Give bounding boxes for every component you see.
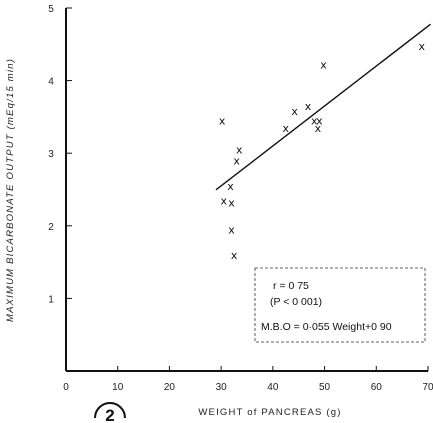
figure-number-badge: 2 <box>94 402 126 423</box>
data-point: x <box>315 122 322 135</box>
data-point: x <box>283 122 290 135</box>
data-point: x <box>220 194 227 207</box>
y-tick-label: 3 <box>48 149 54 160</box>
p-value: (P < 0 001) <box>270 296 322 308</box>
y-axis-title: MAXIMUM BICARBONATE OUTPUT (mEq/15 min) <box>5 58 16 322</box>
y-ticks: 1 2 3 4 5 <box>48 4 72 305</box>
data-point: x <box>233 154 240 167</box>
data-point: x <box>227 180 234 193</box>
y-tick-label: 1 <box>48 294 54 305</box>
figure-number-circle-arc <box>94 402 126 419</box>
data-point: x <box>236 144 243 157</box>
figure-number: 2 <box>105 406 114 423</box>
y-tick-label: 5 <box>48 4 54 15</box>
x-tick-label: 60 <box>371 382 383 393</box>
y-tick-label: 4 <box>48 77 54 88</box>
y-axis: 1 2 3 4 5 <box>48 4 72 371</box>
data-point: x <box>320 59 327 72</box>
x-tick-label: 70 <box>422 382 433 393</box>
x-ticks: 0 10 20 30 40 50 60 70 <box>63 366 433 393</box>
y-tick-label: 2 <box>48 222 54 233</box>
regression-line <box>215 23 432 191</box>
x-tick-label: 0 <box>63 382 69 393</box>
x-tick-label: 40 <box>267 382 279 393</box>
data-point: x <box>231 249 238 262</box>
data-point: x <box>419 40 426 53</box>
data-point: x <box>305 100 312 113</box>
x-axis-title: WEIGHT of PANCREAS (g) <box>198 407 341 418</box>
stats-box-border <box>254 267 426 343</box>
data-point: x <box>228 197 235 210</box>
data-point: x <box>228 223 235 236</box>
correlation-r: r = 0 75 <box>273 280 309 292</box>
x-tick-label: 10 <box>112 382 124 393</box>
regression-equation: M.B.O = 0·055 Weight+0 90 <box>261 321 392 333</box>
x-tick-label: 30 <box>216 382 228 393</box>
stats-box: r = 0 75 (P < 0 001) M.B.O = 0·055 Weigh… <box>254 267 426 343</box>
data-point: x <box>311 115 318 128</box>
x-tick-label: 50 <box>319 382 331 393</box>
data-point: x <box>219 115 226 128</box>
x-tick-label: 20 <box>164 382 176 393</box>
data-point: x <box>316 115 323 128</box>
data-point: x <box>291 105 298 118</box>
x-axis: 0 10 20 30 40 50 60 70 <box>63 366 433 393</box>
